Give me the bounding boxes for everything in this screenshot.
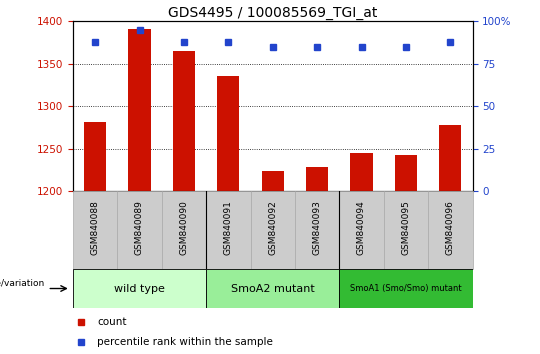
Text: GSM840093: GSM840093 [313, 200, 322, 255]
Bar [261, 171, 284, 191]
Text: count: count [97, 317, 126, 327]
Text: GSM840091: GSM840091 [224, 200, 233, 255]
Bar [217, 76, 239, 191]
Bar [306, 166, 328, 191]
Bar [295, 191, 339, 269]
Text: genotype/variation: genotype/variation [0, 279, 45, 289]
Text: GSM840094: GSM840094 [357, 200, 366, 255]
Text: SmoA1 (Smo/Smo) mutant: SmoA1 (Smo/Smo) mutant [350, 284, 462, 293]
Bar [117, 191, 161, 269]
Bar [350, 153, 373, 191]
Bar [84, 122, 106, 191]
Text: GSM840089: GSM840089 [135, 200, 144, 255]
Text: GSM840096: GSM840096 [446, 200, 455, 255]
Text: GSM840088: GSM840088 [91, 200, 99, 255]
Text: wild type: wild type [114, 284, 165, 293]
Bar [428, 191, 472, 269]
Text: percentile rank within the sample: percentile rank within the sample [97, 337, 273, 348]
Bar [173, 51, 195, 191]
Title: GDS4495 / 100085569_TGI_at: GDS4495 / 100085569_TGI_at [168, 6, 377, 20]
Bar [439, 125, 461, 191]
Bar [129, 29, 151, 191]
Bar [251, 191, 295, 269]
Bar [73, 269, 206, 308]
Text: GSM840095: GSM840095 [401, 200, 410, 255]
Text: GSM840092: GSM840092 [268, 200, 277, 255]
Text: SmoA2 mutant: SmoA2 mutant [231, 284, 315, 293]
Bar [339, 269, 472, 308]
Text: GSM840090: GSM840090 [179, 200, 188, 255]
Bar [206, 269, 339, 308]
Bar [339, 191, 384, 269]
Bar [395, 155, 417, 191]
Bar [161, 191, 206, 269]
Bar [73, 191, 117, 269]
Bar [384, 191, 428, 269]
Bar [206, 191, 251, 269]
